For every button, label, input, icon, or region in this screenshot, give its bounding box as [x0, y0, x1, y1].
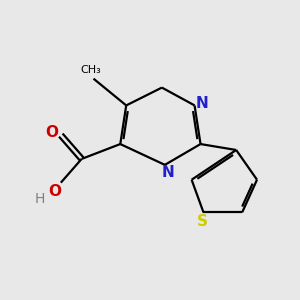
Text: H: H — [35, 192, 45, 206]
Text: O: O — [48, 184, 62, 199]
Text: N: N — [161, 165, 174, 180]
Text: S: S — [196, 214, 208, 229]
Text: N: N — [196, 96, 208, 111]
Text: O: O — [45, 125, 58, 140]
Text: CH₃: CH₃ — [80, 65, 101, 75]
